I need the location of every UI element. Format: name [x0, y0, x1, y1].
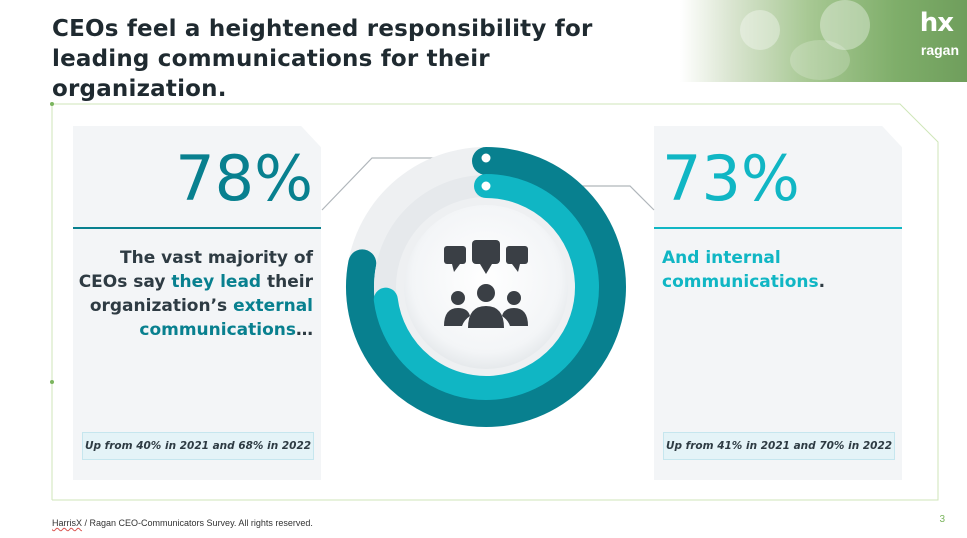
left-desc-highlight-1: they lead [171, 272, 262, 292]
left-desc-text-2: their organization’s [89, 272, 313, 316]
left-stat-note: Up from 40% in 2021 and 68% in 2022 [82, 432, 314, 460]
footer-source: HarrisX / Ragan CEO-Communicators Survey… [52, 518, 313, 528]
right-stat-description: And internal communications. [662, 246, 892, 294]
people-chat-icon [444, 240, 528, 328]
right-desc-end: . [818, 272, 826, 292]
harrisx-ragan-logo: hx ragan [909, 8, 959, 62]
left-desc-text-1: The vast majority of CEOs say [78, 248, 313, 292]
left-desc-highlight-2: external communications [139, 296, 313, 340]
page-number: 3 [939, 514, 945, 525]
right-stat-divider [654, 227, 902, 229]
left-stat-divider [73, 227, 321, 229]
right-stat-note: Up from 41% in 2021 and 70% in 2022 [663, 432, 895, 460]
outer-arc-endpoint [478, 150, 494, 166]
left-stat-percent: 78% [175, 142, 313, 215]
footer-source-name: HarrisX [52, 518, 83, 528]
footer-source-rest: / Ragan CEO-Communicators Survey. All ri… [82, 518, 313, 528]
logo-mark: hx [919, 8, 954, 38]
slide-title: CEOs feel a heightened responsibility fo… [52, 16, 593, 102]
inner-ring-arc [373, 174, 599, 400]
right-stat-panel: 73% And internal communications. Up from… [654, 126, 902, 480]
left-stat-panel: 78% The vast majority of CEOs say they l… [73, 126, 321, 480]
outer-ring-arc [346, 147, 626, 427]
inner-arc-endpoint [478, 178, 494, 194]
logo-sub: ragan [920, 42, 959, 58]
left-stat-description: The vast majority of CEOs say they lead … [73, 246, 313, 342]
left-desc-text-3: … [296, 320, 313, 340]
right-desc-highlight: And internal communications [662, 248, 819, 292]
right-stat-percent: 73% [662, 142, 800, 215]
header-banner-photo: hx ragan [680, 0, 967, 82]
